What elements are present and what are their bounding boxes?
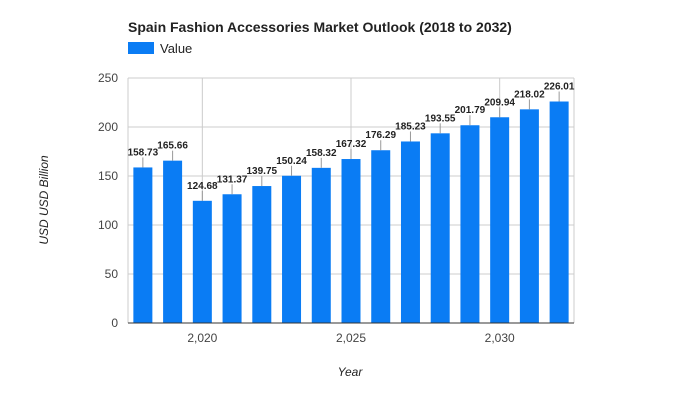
data-label: 218.02	[514, 89, 545, 100]
y-tick-label: 100	[98, 218, 118, 232]
x-tick-label: 2,020	[187, 331, 217, 345]
data-label: 226.01	[544, 82, 575, 93]
x-tick-label: 2,030	[485, 331, 515, 345]
y-axis-label: USD USD Billion	[37, 155, 51, 245]
bar	[311, 167, 331, 323]
data-label: 185.23	[395, 121, 426, 132]
legend-swatch	[128, 42, 154, 54]
x-axis-ticks: 2,020 2,025 2,030	[187, 331, 515, 345]
bars	[133, 101, 569, 324]
legend-label: Value	[160, 41, 192, 56]
y-axis-ticks: 0 50 100 150 200 250	[98, 71, 118, 330]
data-label: 139.75	[247, 166, 278, 177]
bar	[460, 125, 480, 324]
y-tick-label: 250	[98, 71, 118, 85]
y-tick-label: 150	[98, 169, 118, 183]
x-axis-label: Year	[338, 365, 364, 379]
bar	[222, 194, 242, 323]
x-tick-label: 2,025	[336, 331, 366, 345]
y-tick-label: 0	[111, 316, 118, 330]
bar	[192, 200, 212, 323]
data-label: 158.73	[128, 147, 159, 158]
bar	[490, 117, 510, 324]
legend: Value	[128, 41, 192, 56]
bar	[400, 141, 420, 323]
bar	[252, 186, 272, 323]
data-label: 167.32	[336, 139, 367, 150]
bar	[519, 109, 539, 324]
y-tick-label: 50	[105, 267, 119, 281]
data-label: 131.37	[217, 174, 248, 185]
bar	[133, 167, 153, 323]
bar	[282, 175, 302, 323]
data-label: 158.32	[306, 148, 337, 159]
bar	[163, 160, 183, 323]
data-label: 209.94	[484, 97, 515, 108]
y-tick-label: 200	[98, 120, 118, 134]
data-label: 201.79	[455, 105, 486, 116]
data-label: 193.55	[425, 113, 456, 124]
bar	[549, 101, 569, 324]
bar	[430, 133, 450, 323]
chart-title: Spain Fashion Accessories Market Outlook…	[128, 19, 512, 35]
data-label: 124.68	[187, 181, 218, 192]
data-label: 150.24	[276, 156, 307, 167]
data-label: 165.66	[157, 141, 188, 152]
data-label: 176.29	[365, 130, 396, 141]
bar	[341, 159, 361, 323]
bar	[371, 150, 391, 323]
